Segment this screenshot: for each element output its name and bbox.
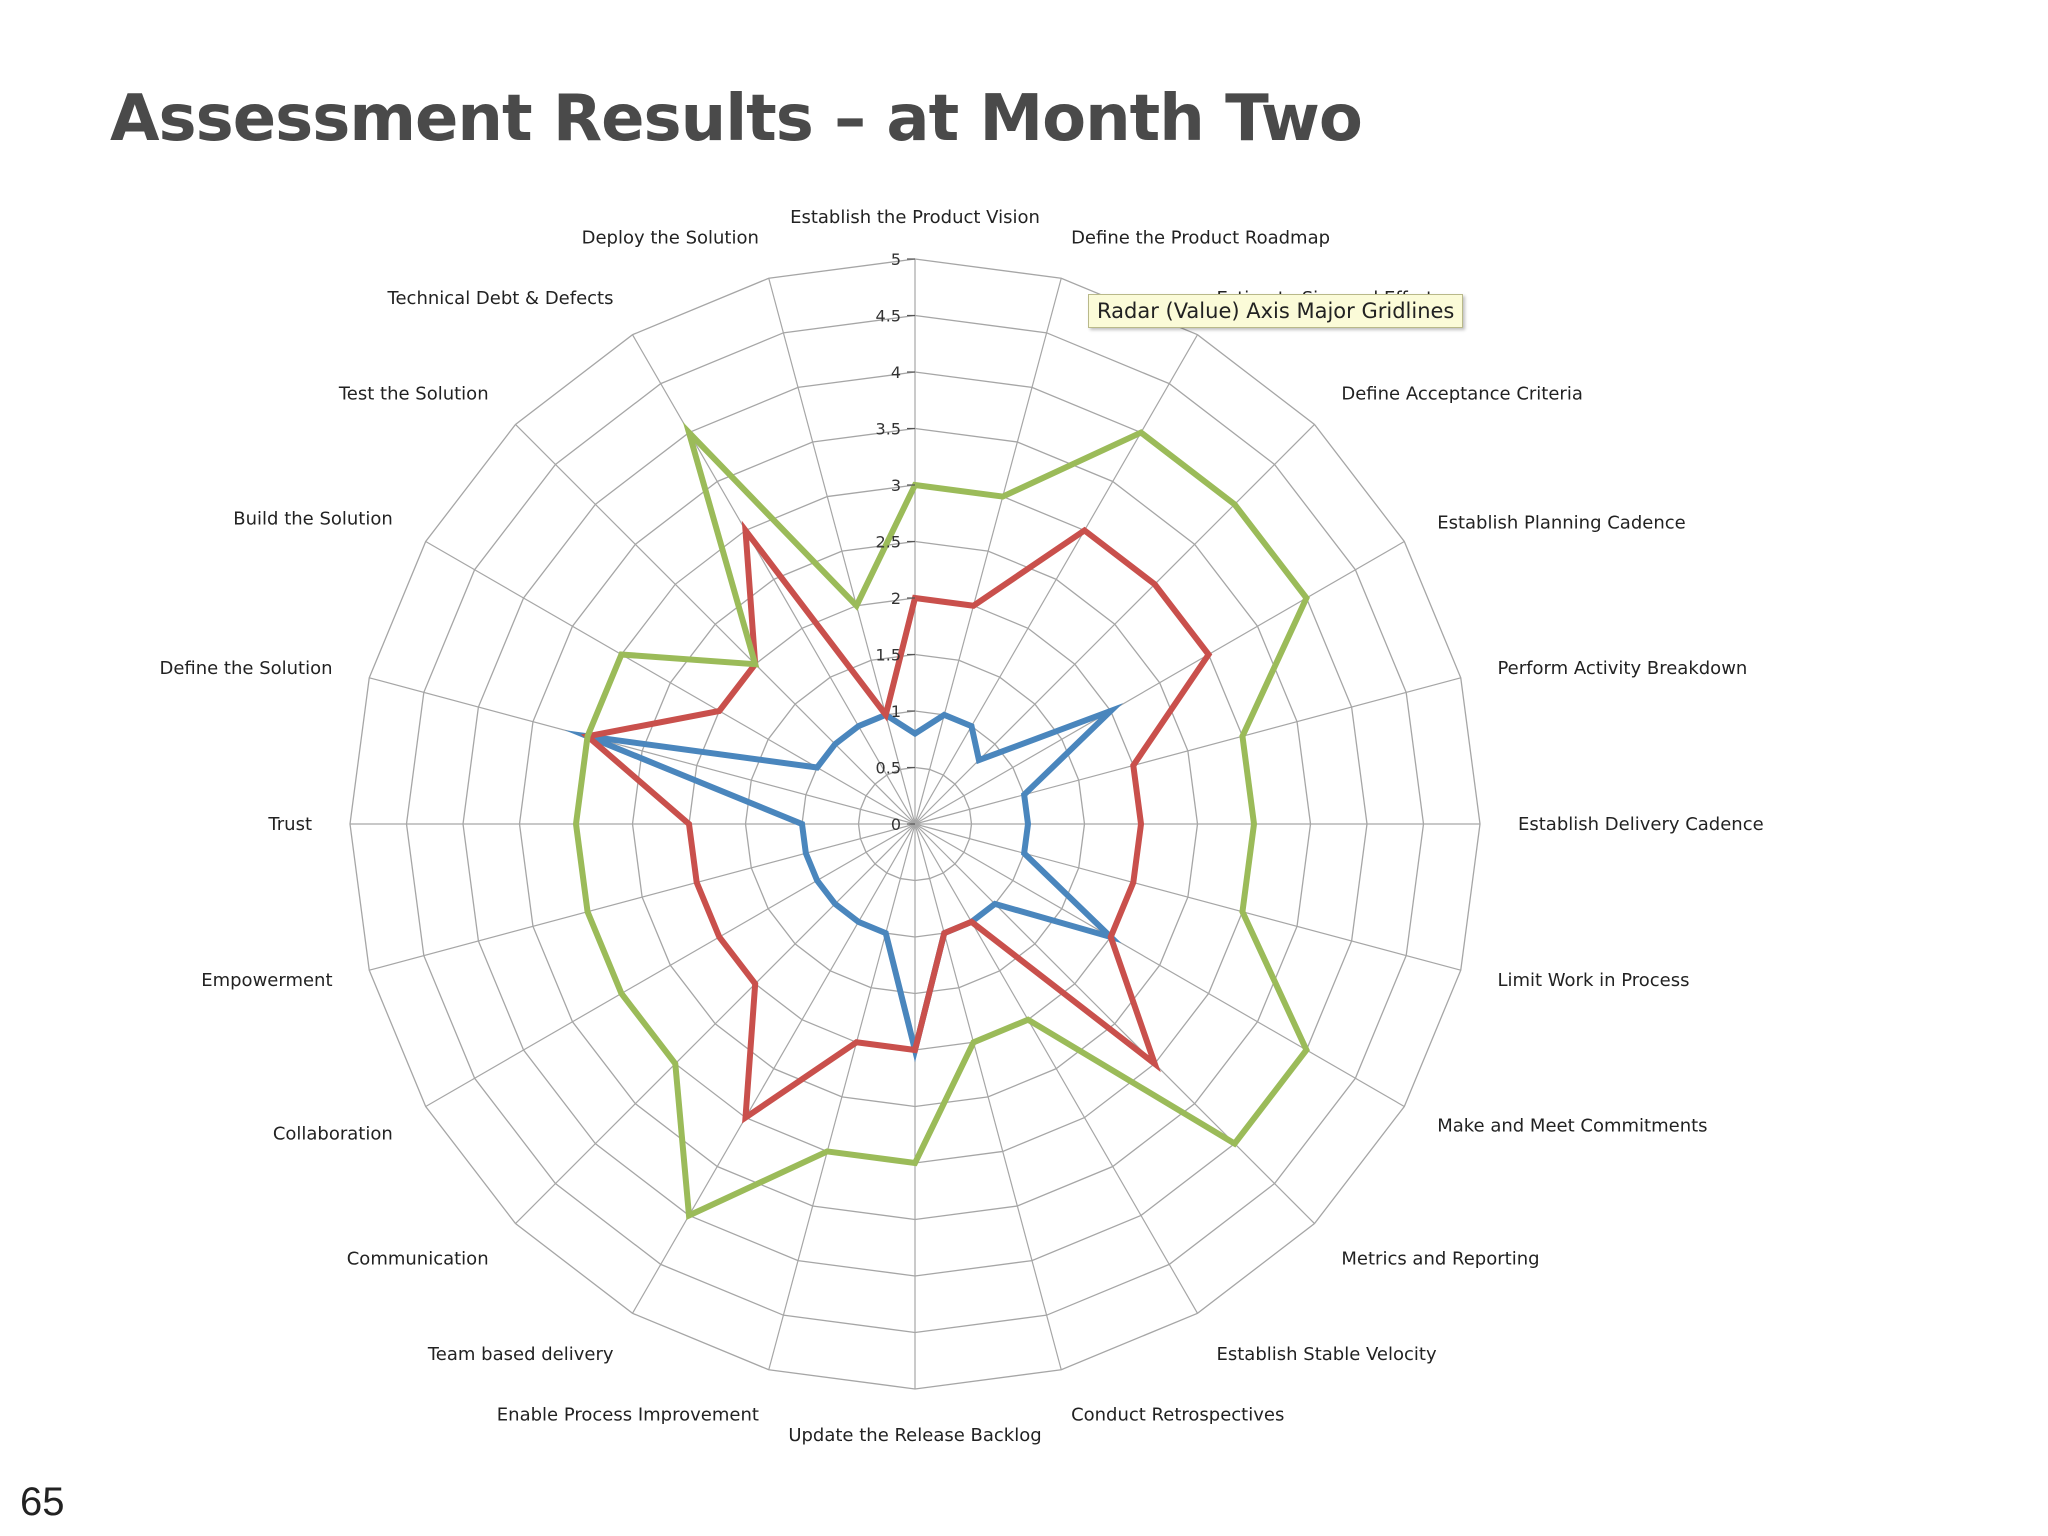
tick-label: 4.5 <box>876 307 901 326</box>
axis-spoke <box>914 540 1405 825</box>
tick-label: 5 <box>891 250 901 269</box>
axis-spoke <box>631 334 916 825</box>
tick-label: 0 <box>891 815 901 834</box>
series-line[interactable] <box>580 520 1213 1124</box>
axis-spoke <box>369 823 916 971</box>
axis-spoke <box>369 677 916 825</box>
axis-label: Establish the Product Vision <box>790 207 1040 228</box>
axis-spoke <box>515 823 916 1224</box>
tick-label: 0.5 <box>876 759 901 778</box>
axis-spoke <box>914 823 1062 1370</box>
tick-label: 3 <box>891 476 901 495</box>
axis-label: Trust <box>267 814 312 835</box>
axis-label: Define Acceptance Criteria <box>1341 384 1583 405</box>
axis-spoke <box>914 278 1062 825</box>
axis-spoke <box>425 823 916 1108</box>
radar-tick-labels: 0 0.5 1 1.5 2 2.5 3 3.5 4 4.5 5 <box>876 250 915 834</box>
tick-label: 2 <box>891 589 901 608</box>
axis-spoke <box>914 823 1461 971</box>
axis-label: Technical Debt & Defects <box>387 288 614 309</box>
tick-label: 2.5 <box>876 533 901 552</box>
axis-label: Metrics and Reporting <box>1341 1248 1539 1269</box>
axis-label: Establish Planning Cadence <box>1437 513 1686 534</box>
axis-spoke <box>914 823 1199 1314</box>
axis-spoke <box>914 823 1405 1108</box>
axis-label: Build the Solution <box>233 509 393 530</box>
gridlines-tooltip: Radar (Value) Axis Major Gridlines <box>1088 294 1464 328</box>
axis-spoke <box>914 424 1315 825</box>
axis-label: Define the Solution <box>159 658 332 679</box>
axis-label: Empowerment <box>201 970 332 991</box>
radar-series[interactable] <box>564 421 1310 1220</box>
page-number: 65 <box>20 1480 65 1524</box>
axis-spoke <box>914 823 1315 1224</box>
axis-spoke <box>768 823 916 1370</box>
axis-label: Perform Activity Breakdown <box>1497 658 1747 679</box>
series-line[interactable] <box>572 421 1310 1220</box>
axis-label: Deploy the Solution <box>582 228 759 249</box>
axis-label: Team based delivery <box>427 1344 614 1365</box>
axis-spoke <box>768 278 916 825</box>
axis-label: Define the Product Roadmap <box>1071 228 1330 249</box>
axis-spoke <box>914 677 1461 825</box>
axis-label: Communication <box>347 1248 489 1269</box>
axis-label: Test the Solution <box>338 384 489 405</box>
series-line[interactable] <box>564 703 1124 1063</box>
tick-label: 1.5 <box>876 646 901 665</box>
axis-label: Update the Release Backlog <box>788 1425 1041 1446</box>
axis-label: Establish Stable Velocity <box>1217 1344 1437 1365</box>
axis-label: Conduct Retrospectives <box>1071 1404 1284 1425</box>
axis-spoke <box>515 424 916 825</box>
axis-label: Enable Process Improvement <box>497 1404 759 1425</box>
axis-spoke <box>914 334 1199 825</box>
tick-label: 3.5 <box>876 420 901 439</box>
axis-label: Make and Meet Commitments <box>1437 1116 1707 1137</box>
slide-title: Assessment Results – at Month Two <box>110 82 1363 156</box>
axis-spoke <box>631 823 916 1314</box>
tick-label: 4 <box>891 363 901 382</box>
axis-spoke <box>425 540 916 825</box>
axis-label: Limit Work in Process <box>1497 970 1689 991</box>
radar-axis-labels: Establish the Product Vision Define the P… <box>159 207 1763 1446</box>
tick-label: 1 <box>891 702 901 721</box>
axis-label: Establish Delivery Cadence <box>1518 814 1764 835</box>
axis-label: Collaboration <box>273 1124 393 1145</box>
